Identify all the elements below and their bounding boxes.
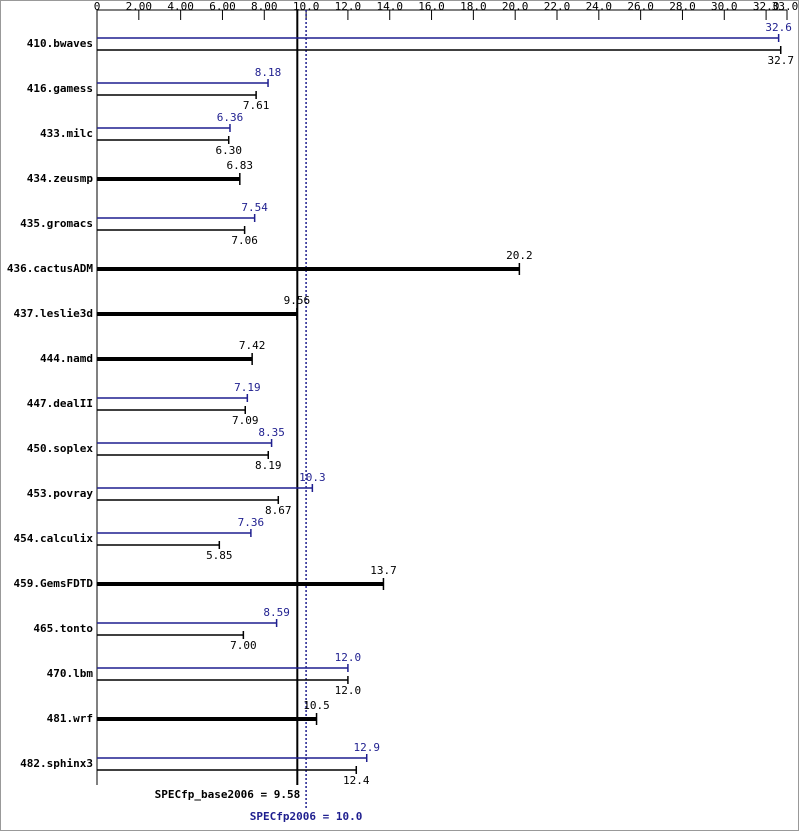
- x-tick-label: 8.00: [251, 0, 278, 13]
- value-label: 7.36: [238, 516, 265, 529]
- category-label: 470.lbm: [47, 667, 94, 680]
- category-label: 447.dealII: [27, 397, 93, 410]
- reference-label: SPECfp2006 = 10.0: [250, 810, 363, 823]
- value-label: 7.09: [232, 414, 259, 427]
- value-label: 10.5: [303, 699, 330, 712]
- x-tick-label: 28.0: [669, 0, 696, 13]
- category-label: 436.cactusADM: [7, 262, 93, 275]
- x-tick-label: 33.0: [772, 0, 799, 13]
- category-label: 434.zeusmp: [27, 172, 94, 185]
- category-label: 410.bwaves: [27, 37, 93, 50]
- x-tick-label: 26.0: [627, 0, 654, 13]
- value-label: 8.59: [263, 606, 290, 619]
- x-tick-label: 20.0: [502, 0, 529, 13]
- x-tick-label: 32.0: [753, 0, 780, 13]
- x-tick-label: 12.0: [335, 0, 362, 13]
- x-tick-label: 30.0: [711, 0, 738, 13]
- value-label: 7.06: [231, 234, 258, 247]
- value-label: 9.56: [284, 294, 311, 307]
- value-label: 8.35: [258, 426, 285, 439]
- category-label: 482.sphinx3: [20, 757, 93, 770]
- category-label: 454.calculix: [14, 532, 94, 545]
- x-tick-label: 14.0: [376, 0, 403, 13]
- value-label: 6.30: [215, 144, 242, 157]
- x-tick-label: 4.00: [167, 0, 194, 13]
- value-label: 10.3: [299, 471, 326, 484]
- value-label: 7.00: [230, 639, 257, 652]
- value-label: 6.36: [217, 111, 244, 124]
- category-label: 433.milc: [40, 127, 93, 140]
- x-tick-label: 10.0: [293, 0, 320, 13]
- value-label: 7.42: [239, 339, 266, 352]
- category-label: 437.leslie3d: [14, 307, 93, 320]
- x-tick-label: 16.0: [418, 0, 445, 13]
- x-tick-label: 22.0: [544, 0, 571, 13]
- x-tick-label: 6.00: [209, 0, 236, 13]
- value-label: 7.61: [243, 99, 270, 112]
- value-label: 5.85: [206, 549, 233, 562]
- category-label: 416.gamess: [27, 82, 93, 95]
- value-label: 7.54: [241, 201, 268, 214]
- category-label: 450.soplex: [27, 442, 94, 455]
- value-label: 20.2: [506, 249, 533, 262]
- x-tick-label: 2.00: [126, 0, 153, 13]
- x-tick-label: 0: [94, 0, 101, 13]
- category-label: 453.povray: [27, 487, 94, 500]
- value-label: 8.18: [255, 66, 282, 79]
- x-tick-label: 24.0: [586, 0, 613, 13]
- value-label: 32.7: [767, 54, 794, 67]
- value-label: 12.0: [335, 684, 362, 697]
- category-label: 459.GemsFDTD: [14, 577, 94, 590]
- value-label: 8.19: [255, 459, 282, 472]
- category-label: 435.gromacs: [20, 217, 93, 230]
- value-label: 13.7: [370, 564, 397, 577]
- category-label: 481.wrf: [47, 712, 93, 725]
- category-label: 465.tonto: [33, 622, 93, 635]
- reference-label: SPECfp_base2006 = 9.58: [155, 788, 301, 801]
- category-label: 444.namd: [40, 352, 93, 365]
- x-tick-label: 18.0: [460, 0, 487, 13]
- value-label: 7.19: [234, 381, 261, 394]
- value-label: 12.0: [335, 651, 362, 664]
- value-label: 12.4: [343, 774, 370, 787]
- value-label: 8.67: [265, 504, 292, 517]
- value-label: 12.9: [353, 741, 380, 754]
- value-label: 32.6: [765, 21, 792, 34]
- value-label: 6.83: [227, 159, 254, 172]
